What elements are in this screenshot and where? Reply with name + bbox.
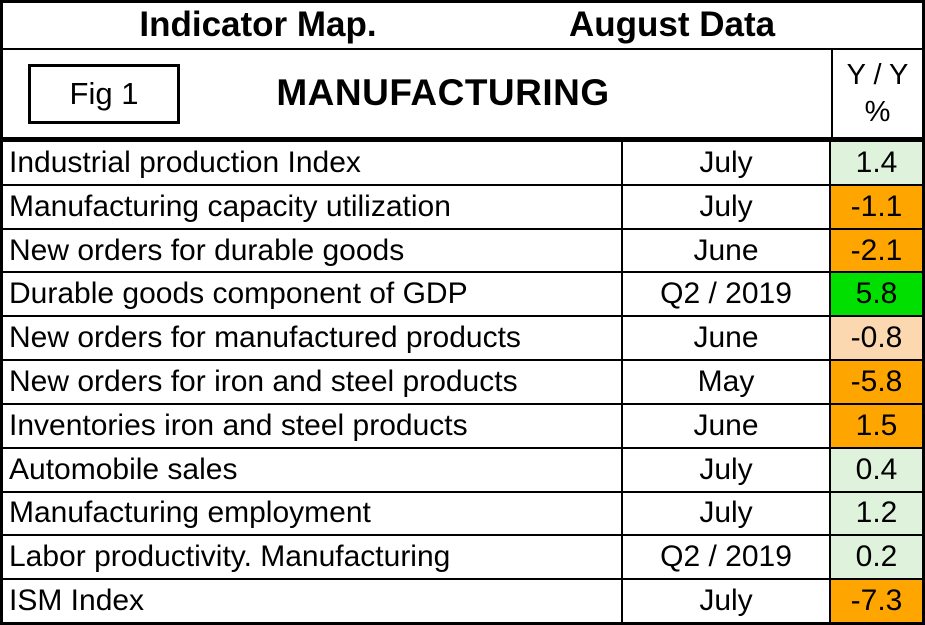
period-cell: July — [621, 185, 831, 228]
value-column-header-line1: Y / Y — [846, 59, 909, 92]
period-cell: June — [621, 229, 831, 272]
period-cell: June — [621, 317, 831, 360]
table-row: ISM Index July -7.3 — [3, 580, 922, 622]
period-cell: July — [621, 580, 831, 622]
section-title: MANUFACTURING — [276, 71, 610, 113]
table-row: Labor productivity. Manufacturing Q2 / 2… — [3, 536, 922, 581]
value-cell: -5.8 — [831, 361, 922, 403]
indicator-name-cell: Labor productivity. Manufacturing — [9, 540, 451, 574]
table-row: Manufacturing employment July 1.2 — [3, 492, 922, 537]
indicator-name-cell: New orders for iron and steel products — [9, 364, 518, 398]
value-cell: -1.1 — [831, 185, 922, 228]
title-row: Indicator Map. August Data — [3, 3, 922, 50]
table-row: Manufacturing capacity utilization July … — [3, 185, 922, 230]
indicator-name-cell: Inventories iron and steel products — [9, 408, 468, 442]
indicator-name-cell: Manufacturing employment — [9, 496, 371, 530]
period-cell: Q2 / 2019 — [621, 273, 831, 316]
period-cell: Q2 / 2019 — [621, 536, 831, 579]
value-cell: 1.5 — [831, 404, 922, 447]
indicator-name-cell: Durable goods component of GDP — [9, 277, 468, 311]
value-cell: -0.8 — [831, 317, 922, 360]
value-column-header: Y / Y % — [831, 50, 922, 137]
indicator-rows: Industrial production Index July 1.4 Man… — [3, 142, 922, 622]
value-cell: 1.4 — [831, 142, 922, 184]
value-cell: 0.2 — [831, 536, 922, 579]
indicator-name-cell: New orders for manufactured products — [9, 321, 521, 355]
indicator-name-cell: ISM Index — [9, 584, 145, 618]
figure-label: Fig 1 — [69, 75, 139, 111]
period-cell: June — [621, 404, 831, 447]
value-cell: -2.1 — [831, 229, 922, 272]
table-title: Indicator Map. — [139, 4, 377, 44]
figure-label-box: Fig 1 — [28, 63, 180, 124]
period-cell: May — [621, 361, 831, 403]
section-header-main: Fig 1 MANUFACTURING — [3, 50, 831, 137]
value-column-header-line2: % — [864, 95, 891, 128]
period-cell: July — [621, 142, 831, 184]
value-cell: 5.8 — [831, 273, 922, 316]
indicator-name-cell: Manufacturing capacity utilization — [9, 189, 451, 223]
table-row: New orders for manufactured products Jun… — [3, 317, 922, 362]
period-cell: July — [621, 492, 831, 535]
section-header-row: Fig 1 MANUFACTURING Y / Y % — [3, 50, 922, 142]
value-cell: 0.4 — [831, 448, 922, 491]
period-cell: July — [621, 448, 831, 491]
table-row: New orders for iron and steel products M… — [3, 361, 922, 405]
table-row: Automobile sales July 0.4 — [3, 448, 922, 493]
table-row: Durable goods component of GDP Q2 / 2019… — [3, 273, 922, 318]
value-cell: 1.2 — [831, 492, 922, 535]
table-row: Inventories iron and steel products June… — [3, 404, 922, 449]
indicator-name-cell: Industrial production Index — [9, 145, 361, 179]
value-cell: -7.3 — [831, 580, 922, 622]
indicator-name-cell: Automobile sales — [9, 452, 238, 486]
indicator-name-cell: New orders for durable goods — [9, 233, 405, 267]
table-row: New orders for durable goods June -2.1 — [3, 229, 922, 274]
table-row: Industrial production Index July 1.4 — [3, 142, 922, 186]
table-subtitle: August Data — [568, 4, 776, 44]
